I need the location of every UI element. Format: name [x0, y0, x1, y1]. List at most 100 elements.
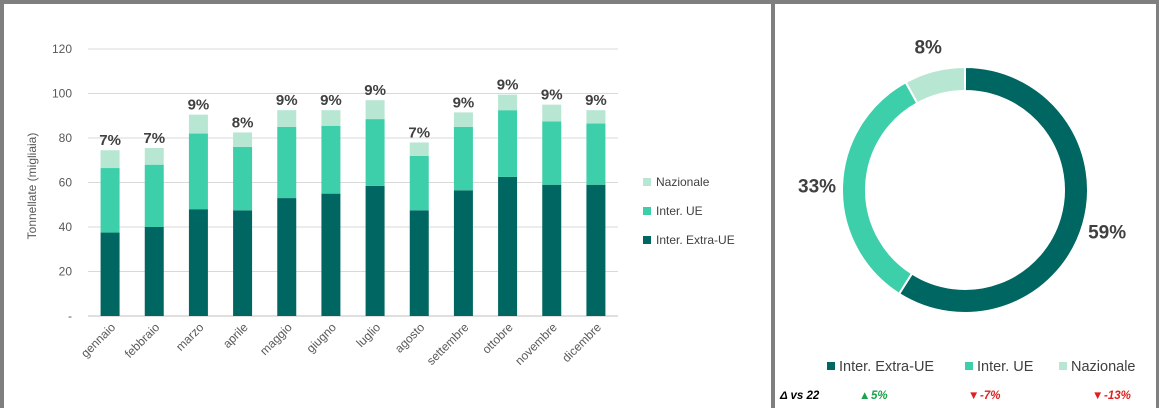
- bar-segment: [321, 193, 341, 316]
- bar-segment: [188, 209, 208, 316]
- legend-label: Nazionale: [656, 175, 710, 189]
- delta-title: Δ vs 22: [779, 390, 820, 402]
- bar-segment: [365, 185, 385, 316]
- bar-segment: [365, 100, 385, 120]
- y-tick-label: 20: [59, 265, 73, 279]
- bar-data-label: 9%: [497, 77, 519, 94]
- bar-segment: [144, 148, 164, 165]
- bar-segment: [542, 184, 562, 316]
- delta-row: Δ vs 22 ▲ 5% ▼ -7% ▼ -13%: [779, 390, 1131, 402]
- bar-segment: [188, 133, 208, 210]
- bar-x-ticks: gennaio febbraio marzo aprile maggio giugno lu…: [78, 320, 604, 368]
- bar-segment: [233, 146, 253, 211]
- bar-data-label: 7%: [143, 130, 165, 147]
- bar-segment: [586, 123, 606, 185]
- bar-segment: [453, 126, 473, 191]
- bar-data-label: 9%: [320, 92, 342, 109]
- x-tick-label: agosto: [392, 320, 428, 356]
- bar-segment: [321, 110, 341, 126]
- bar-segment: [542, 121, 562, 185]
- bar-data-label: 7%: [408, 124, 430, 141]
- donut-slice: [897, 65, 1089, 314]
- donut-legend-swatch: [965, 362, 973, 370]
- stacked-bar-chart: - 20 40 60 80 100 120 7% 7% 9% 8% 9% 9% 9% 7% 9% 9% 9% 9%…: [25, 42, 735, 368]
- bar-segment: [144, 164, 164, 227]
- arrow-down-icon: ▼: [1092, 390, 1103, 402]
- legend-swatch: [643, 236, 651, 244]
- bar-y-ticks: - 20 40 60 80 100 120: [52, 42, 72, 323]
- donut-legend-label: Nazionale: [1071, 359, 1136, 375]
- x-tick-label: marzo: [173, 320, 207, 354]
- donut-chart: 59% 33% 8% Inter. Extra-UE Inter. UE Naziona…: [779, 38, 1136, 402]
- donut-slice: [904, 65, 966, 105]
- x-tick-label: settembre: [424, 320, 472, 368]
- x-tick-label: gennaio: [78, 320, 118, 360]
- bar-segment: [321, 125, 341, 194]
- bar-segment: [277, 110, 297, 127]
- x-tick-label: dicembre: [559, 320, 604, 365]
- donut-legend-swatch: [827, 362, 835, 370]
- bar-segment: [409, 210, 429, 316]
- bar-segment: [277, 126, 297, 199]
- donut-legend: Inter. Extra-UE Inter. UE Nazionale: [827, 359, 1136, 375]
- delta-value: 5%: [871, 390, 888, 402]
- x-tick-label: febbraio: [122, 320, 163, 361]
- x-tick-label: giugno: [304, 320, 340, 356]
- donut-slice: [841, 80, 919, 296]
- arrow-up-icon: ▲: [859, 390, 870, 402]
- bar-data-label: 9%: [453, 94, 475, 111]
- donut-slices: [841, 65, 1089, 314]
- bar-segment: [233, 132, 253, 147]
- panel-divider: [771, 0, 775, 408]
- bar-segment: [100, 150, 120, 169]
- bar-data-label: 9%: [541, 87, 563, 104]
- bar-segment: [365, 119, 385, 186]
- bar-segment: [498, 110, 518, 177]
- bar-marks: [100, 94, 606, 316]
- delta-value: -13%: [1104, 390, 1131, 402]
- y-tick-label: -: [68, 309, 72, 323]
- bar-segment: [498, 176, 518, 316]
- y-axis-label: Tonnellate (migliaia): [25, 133, 39, 240]
- donut-labels: 59% 33% 8%: [798, 38, 1126, 244]
- bar-gridlines: [88, 48, 618, 317]
- bar-segment: [188, 114, 208, 134]
- bar-segment: [586, 184, 606, 316]
- y-tick-label: 40: [59, 220, 73, 234]
- y-tick-label: 120: [52, 42, 72, 56]
- bar-segment: [277, 198, 297, 316]
- legend-swatch: [643, 178, 651, 186]
- bar-data-label: 8%: [232, 114, 254, 131]
- legend-swatch: [643, 207, 651, 215]
- donut-legend-swatch: [1059, 362, 1067, 370]
- bar-data-label: 9%: [585, 92, 607, 109]
- donut-legend-label: Inter. UE: [977, 359, 1034, 375]
- bar-segment: [100, 168, 120, 233]
- bar-segment: [233, 210, 253, 316]
- x-tick-label: luglio: [353, 320, 383, 350]
- bar-data-label: 9%: [276, 92, 298, 109]
- legend-label: Inter. UE: [656, 204, 703, 218]
- legend-label: Inter. Extra-UE: [656, 233, 735, 247]
- bar-legend: Nazionale Inter. UE Inter. Extra-UE: [643, 175, 735, 247]
- bar-segment: [100, 232, 120, 316]
- arrow-down-icon: ▼: [968, 390, 979, 402]
- bar-segment: [586, 110, 606, 124]
- bar-data-labels: 7% 7% 9% 8% 9% 9% 9% 7% 9% 9% 9% 9%: [99, 77, 607, 150]
- bar-segment: [542, 104, 562, 122]
- x-tick-label: novembre: [512, 320, 560, 368]
- bar-segment: [453, 190, 473, 316]
- bar-segment: [144, 227, 164, 316]
- x-tick-label: ottobre: [479, 320, 516, 357]
- bar-segment: [498, 94, 518, 111]
- bar-segment: [409, 142, 429, 156]
- delta-value: -7%: [980, 390, 1000, 402]
- bar-data-label: 7%: [99, 132, 121, 149]
- bar-data-label: 9%: [188, 97, 210, 114]
- y-tick-label: 60: [59, 176, 73, 190]
- donut-slice-label: 8%: [914, 38, 942, 59]
- x-tick-label: maggio: [257, 320, 295, 358]
- bar-segment: [453, 112, 473, 127]
- donut-legend-label: Inter. Extra-UE: [839, 359, 934, 375]
